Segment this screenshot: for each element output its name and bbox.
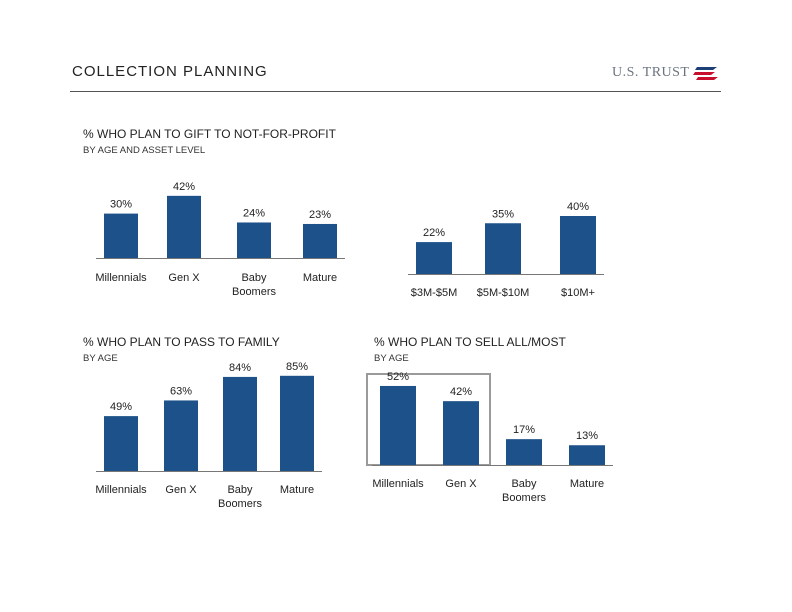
gift-age-value-label: 30%: [110, 199, 132, 211]
gift-asset-value-label: 40%: [567, 201, 589, 213]
family-age-value-label: 63%: [170, 385, 192, 397]
family-age-bar: [164, 400, 198, 471]
header-divider: [70, 91, 721, 92]
family-age-value-label: 85%: [286, 361, 308, 373]
gift-asset-category-label: $3M-$5M: [411, 287, 457, 299]
family-age-category-label: Millennials: [95, 484, 147, 496]
logo: U.S. TRUST: [612, 64, 719, 82]
gift-asset-bar: [485, 223, 521, 274]
sell-age-value-label: 17%: [513, 424, 535, 436]
page-title: COLLECTION PLANNING: [72, 63, 268, 80]
gift-asset-category-label: $5M-$10M: [477, 287, 530, 299]
gift-age-value-label: 24%: [243, 207, 265, 219]
gift-asset-bar: [560, 216, 596, 274]
sell-age-bar: [506, 439, 542, 465]
sell-section-title: % WHO PLAN TO SELL ALL/MOST: [374, 335, 566, 349]
family-age-category-label: Baby Boomers: [218, 484, 263, 510]
family-age-bar: [223, 376, 257, 471]
gift-age-category-label: Baby Boomers: [232, 272, 277, 298]
sell-age-category-label: Gen X: [445, 478, 477, 490]
gift-age-category-label: Gen X: [168, 272, 200, 284]
family-age-bar: [280, 375, 314, 471]
sell-age-bar: [569, 445, 605, 465]
gift-asset-value-label: 22%: [423, 227, 445, 239]
family-section-title: % WHO PLAN TO PASS TO FAMILY: [83, 335, 280, 349]
sell-section-subtitle: BY AGE: [374, 353, 409, 364]
sell-age-bar: [380, 385, 416, 465]
gift-age-bar: [167, 195, 201, 258]
gift-section-subtitle: BY AGE AND ASSET LEVEL: [83, 145, 206, 156]
gift-age-bar: [237, 222, 271, 258]
sell-age-value-label: 52%: [387, 371, 409, 383]
gift-age-bar: [303, 223, 337, 258]
family-section-subtitle: BY AGE: [83, 353, 118, 364]
sell-age-category-label: Mature: [570, 478, 604, 490]
gift-age-bar: [104, 213, 138, 258]
gift-age-category-label: Millennials: [95, 272, 147, 284]
sell-age-value-label: 13%: [576, 430, 598, 442]
gift-age-category-label: Mature: [303, 272, 337, 284]
gift-asset-bar: [416, 242, 452, 274]
gift-section-title: % WHO PLAN TO GIFT TO NOT-FOR-PROFIT: [83, 127, 336, 141]
family-age-bar: [104, 416, 138, 471]
logo-text: U.S. TRUST: [612, 65, 690, 80]
family-age-value-label: 84%: [229, 362, 251, 374]
gift-asset-value-label: 35%: [492, 208, 514, 220]
sell-age-bar: [443, 401, 479, 465]
sell-age-category-label: Baby Boomers: [502, 478, 547, 504]
gift-asset-category-label: $10M+: [561, 287, 595, 299]
family-age-category-label: Mature: [280, 484, 314, 496]
flag-icon: [693, 67, 719, 80]
sell-age-category-label: Millennials: [372, 478, 424, 490]
gift-age-value-label: 23%: [309, 209, 331, 221]
sell-age-value-label: 42%: [450, 386, 472, 398]
family-age-category-label: Gen X: [165, 484, 197, 496]
family-age-value-label: 49%: [110, 401, 132, 413]
gift-age-value-label: 42%: [173, 181, 195, 193]
